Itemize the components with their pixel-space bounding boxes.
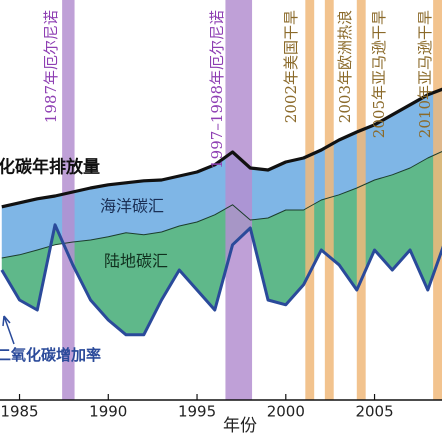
- event-band: [305, 0, 315, 400]
- event-band: [225, 0, 253, 400]
- event-band: [62, 0, 75, 400]
- x-tick-label: 2000: [267, 403, 305, 421]
- event-label: 2005年亚马逊干旱: [370, 10, 388, 138]
- x-tick-label: 1985: [0, 403, 38, 421]
- event-label: 1997–1998年厄尔尼诺: [208, 10, 226, 169]
- series-line: [0, 223, 442, 337]
- series-label: 化碳年排放量: [0, 157, 100, 178]
- x-tick-label: 1990: [89, 403, 127, 421]
- x-tick-label: 1995: [178, 403, 216, 421]
- event-band: [324, 0, 334, 400]
- ocean-area: [1, 89, 442, 258]
- event-label: 1987年厄尔尼诺: [42, 10, 60, 123]
- series-label: 二氧化碳增加率: [0, 346, 101, 364]
- series-line: [1, 151, 442, 259]
- label-arrow: [2, 315, 15, 345]
- event-band: [433, 0, 442, 400]
- event-label: 2003年欧洲热浪: [336, 10, 354, 123]
- event-label: 2002年美国干旱: [282, 10, 300, 123]
- event-band: [356, 0, 366, 400]
- x-axis-label: 年份: [223, 416, 257, 436]
- series-label: 海洋碳汇: [100, 197, 164, 216]
- event-label: 2010年亚马逊干旱: [416, 10, 434, 138]
- area-label: 陆地碳汇: [104, 252, 168, 271]
- series-line: [1, 87, 442, 209]
- x-tick-label: 2005: [355, 403, 393, 421]
